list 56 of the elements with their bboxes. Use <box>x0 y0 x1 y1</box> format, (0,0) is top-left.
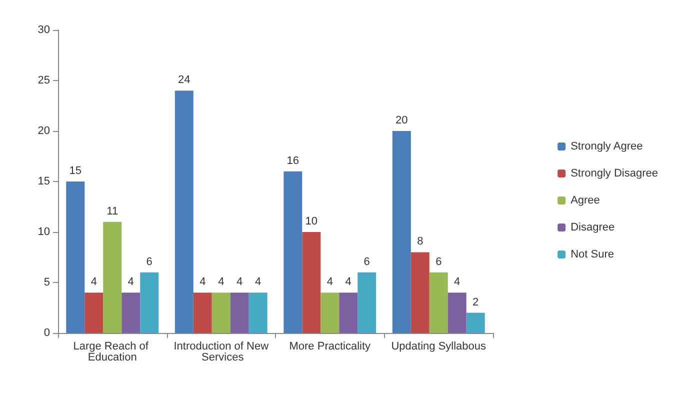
x-tick-label: More Practicality <box>289 340 372 352</box>
data-label: 4 <box>236 276 243 288</box>
bar <box>84 292 104 333</box>
bar <box>410 252 430 333</box>
data-label: 4 <box>345 276 352 288</box>
bar <box>320 292 340 333</box>
bar <box>429 272 448 333</box>
x-tick-label: Large Reach of Education <box>73 340 152 364</box>
legend-label: Not Sure <box>570 248 614 260</box>
legend-label: Agree <box>570 194 600 206</box>
bar <box>466 312 485 333</box>
y-tick-label: 15 <box>38 176 50 188</box>
bar <box>248 292 268 333</box>
data-label: 4 <box>128 276 134 288</box>
data-label: 16 <box>286 154 300 167</box>
bar <box>448 292 466 333</box>
data-label: 4 <box>454 276 460 288</box>
y-tick-label: 5 <box>44 276 50 288</box>
bar <box>103 222 122 333</box>
legend-label: Strongly Disagree <box>570 168 658 180</box>
y-tick-label: 20 <box>38 125 50 137</box>
bar <box>193 292 212 333</box>
bar <box>212 292 230 333</box>
y-tick-label: 30 <box>38 24 50 36</box>
data-label: 8 <box>417 236 424 248</box>
y-tick-label: 25 <box>38 74 50 86</box>
legend-label: Strongly Agree <box>570 140 643 152</box>
bar <box>230 292 249 333</box>
bar <box>302 232 321 333</box>
data-label: 4 <box>90 276 97 288</box>
bar <box>392 131 411 333</box>
data-label: 20 <box>396 114 408 126</box>
y-tick-label: 10 <box>38 226 50 238</box>
y-tick-label: 0 <box>44 327 50 339</box>
bar <box>358 272 376 333</box>
bar <box>284 171 302 333</box>
x-tick-label: Introduction of New Services <box>174 340 269 364</box>
data-label: 6 <box>146 256 152 268</box>
data-label: 4 <box>200 276 206 288</box>
bar <box>66 182 85 333</box>
data-label: 24 <box>178 74 190 86</box>
data-label: 4 <box>326 276 333 288</box>
data-label: 2 <box>472 296 479 308</box>
data-label: 11 <box>106 205 118 218</box>
data-label: 4 <box>218 276 224 288</box>
data-label: 15 <box>69 165 82 177</box>
x-tick-label: Updating Syllabous <box>391 340 487 352</box>
bar <box>140 272 159 333</box>
data-label: 6 <box>364 256 370 268</box>
bar <box>339 292 358 333</box>
legend-label: Disagree <box>570 222 615 234</box>
bar <box>174 90 194 333</box>
bar <box>122 292 140 333</box>
data-label: 10 <box>305 216 318 228</box>
data-label: 4 <box>255 276 262 288</box>
data-label: 6 <box>436 256 442 268</box>
